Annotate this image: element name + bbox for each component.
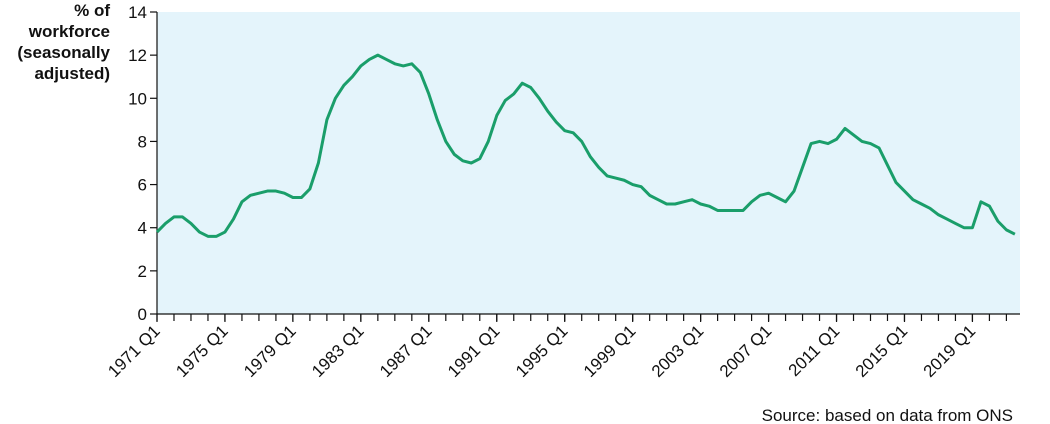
y-tick-label: 14: [128, 3, 147, 22]
x-tick-label: 1995 Q1: [512, 321, 572, 381]
y-tick-label: 6: [138, 176, 147, 195]
data-line: [155, 53, 1016, 238]
y-tick-label: 4: [138, 219, 147, 238]
x-tick-label: 1991 Q1: [444, 321, 504, 381]
y-tick-label: 8: [138, 132, 147, 151]
y-axis-label: adjusted): [34, 64, 110, 83]
source-note: Source: based on data from ONS: [762, 406, 1013, 424]
y-tick-label: 12: [128, 46, 147, 65]
x-tick-label: 1971 Q1: [104, 321, 164, 381]
x-tick-label: 2015 Q1: [852, 321, 912, 381]
x-tick-label: 1983 Q1: [308, 321, 368, 381]
x-tick-label: 2019 Q1: [920, 321, 980, 381]
y-tick-label: 2: [138, 262, 147, 281]
x-tick-label: 2011 Q1: [785, 321, 844, 380]
x-tick-label: 1987 Q1: [376, 321, 436, 381]
y-axis-label: (seasonally: [17, 43, 110, 62]
y-axis-label: % of: [74, 1, 110, 20]
x-tick-label: 2007 Q1: [716, 321, 776, 381]
y-tick-label: 0: [138, 305, 147, 324]
y-tick-label: 10: [128, 89, 147, 108]
x-tick-label: 2003 Q1: [648, 321, 708, 381]
plot-background: [157, 12, 1020, 314]
x-tick-label: 1999 Q1: [580, 321, 640, 381]
y-axis-label: workforce: [28, 22, 110, 41]
x-tick-label: 1979 Q1: [240, 321, 300, 381]
x-tick-label: 1975 Q1: [172, 321, 232, 381]
